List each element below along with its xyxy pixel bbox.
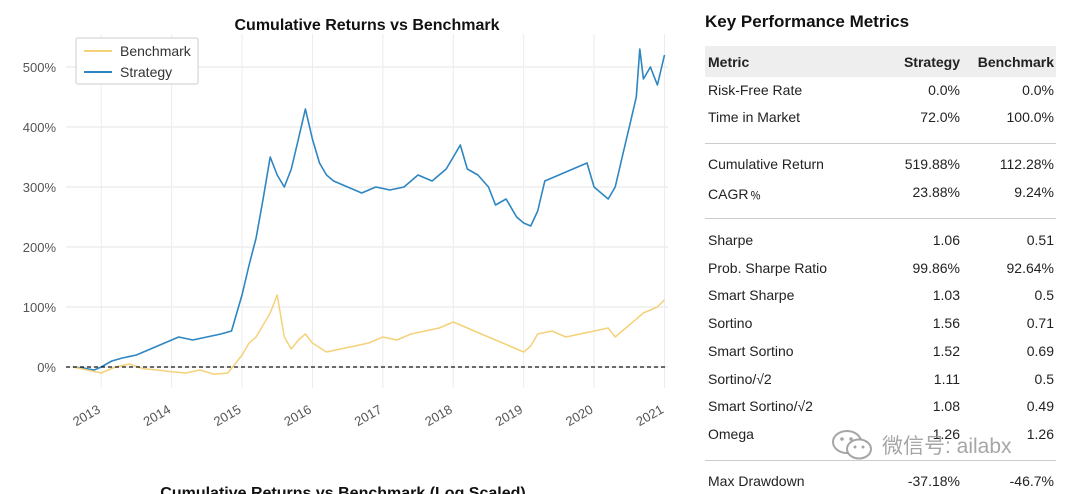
y-tick-label: 100% — [23, 300, 57, 315]
metric-benchmark: 0.5 — [1034, 287, 1054, 303]
metric-row: Omega 1.26 1.26 — [705, 422, 1056, 448]
metrics-header-row: Metric Strategy Benchmark — [705, 46, 1056, 77]
x-tick-label: 2020 — [563, 402, 596, 429]
metric-row: Prob. Sharpe Ratio 99.86% 92.64% — [705, 256, 1056, 282]
x-tick-label: 2017 — [352, 402, 385, 429]
wechat-icon — [832, 430, 872, 460]
legend-label: Benchmark — [120, 43, 192, 59]
metric-strategy: 1.03 — [932, 287, 960, 303]
metric-label: Smart Sharpe — [708, 287, 795, 303]
series-line-benchmark — [72, 294, 666, 375]
metrics-title: Key Performance Metrics — [705, 12, 910, 31]
header-strategy: Strategy — [903, 54, 960, 70]
metric-label: Omega — [708, 426, 754, 442]
x-tick-label: 2016 — [281, 402, 314, 429]
metric-row: Smart Sortino/√2 1.08 0.49 — [705, 394, 1056, 420]
metric-label: Time in Market — [708, 109, 801, 125]
metric-benchmark: 100.0% — [1006, 109, 1054, 125]
chart-title: Cumulative Returns vs Benchmark — [235, 17, 500, 34]
metric-benchmark: 0.51 — [1026, 232, 1054, 248]
x-tick-label: 2015 — [211, 402, 244, 429]
metric-row: CAGR﹪ 23.88% 9.24% — [705, 180, 1056, 206]
chart-svg: Cumulative Returns vs Benchmark 0% 100% 200… — [23, 17, 668, 494]
metric-group-divider — [705, 218, 1056, 219]
metric-benchmark: 0.5 — [1034, 371, 1054, 387]
metric-strategy: 1.52 — [932, 343, 960, 359]
metric-benchmark: 92.64% — [1006, 260, 1054, 276]
cumulative-returns-chart: Cumulative Returns vs Benchmark 0% 100% 200… — [23, 17, 668, 494]
x-tick-label: 2021 — [633, 402, 666, 429]
metric-row: Cumulative Return 519.88% 112.28% — [705, 152, 1056, 178]
metric-strategy: 0.0% — [928, 82, 960, 98]
key-metrics-panel: Key Performance Metrics Metric Strategy … — [705, 0, 1060, 494]
header-benchmark: Benchmark — [977, 54, 1054, 70]
x-tick-label: 2019 — [493, 402, 526, 429]
metric-strategy: 1.26 — [932, 426, 960, 442]
metric-benchmark: 0.49 — [1026, 398, 1054, 414]
metric-row: Sharpe 1.06 0.51 — [705, 228, 1056, 254]
metric-label: Sortino/√2 — [708, 371, 772, 387]
metric-row: Smart Sortino 1.52 0.69 — [705, 339, 1056, 365]
y-tick-label: 200% — [23, 240, 57, 255]
metric-strategy: 519.88% — [904, 156, 960, 172]
metric-benchmark: 0.71 — [1026, 315, 1054, 331]
metric-strategy: 1.56 — [932, 315, 960, 331]
legend-label: Strategy — [120, 64, 172, 80]
watermark: 微信号: ailabx — [830, 425, 1012, 465]
metric-label: Sharpe — [708, 232, 754, 248]
series-line-strategy — [72, 48, 666, 371]
y-tick-label: 500% — [23, 60, 57, 75]
x-tick-label: 2013 — [70, 402, 103, 429]
metric-strategy: 72.0% — [920, 109, 960, 125]
metric-group-divider — [705, 143, 1056, 144]
metric-label: CAGR﹪ — [708, 186, 763, 202]
metric-benchmark: 0.69 — [1026, 343, 1054, 359]
metric-label: Risk-Free Rate — [708, 82, 803, 98]
metric-row: Time in Market 72.0% 100.0% — [705, 105, 1056, 131]
metric-label: Sortino — [708, 315, 753, 331]
metric-strategy: 1.06 — [932, 232, 960, 248]
y-tick-label: 300% — [23, 180, 57, 195]
log-chart-title: Cumulative Returns vs Benchmark (Log Sca… — [160, 485, 525, 494]
metric-benchmark: 1.26 — [1026, 426, 1054, 442]
metric-label: Smart Sortino/√2 — [708, 398, 813, 414]
metric-row: Smart Sharpe 1.03 0.5 — [705, 283, 1056, 309]
metric-strategy: -37.18% — [907, 473, 960, 489]
x-tick-label: 2014 — [141, 402, 174, 429]
metric-benchmark: 0.0% — [1022, 82, 1054, 98]
y-tick-label: 400% — [23, 120, 57, 135]
metric-row: Max Drawdown -37.18% -46.7% — [705, 469, 1056, 494]
metric-label: Prob. Sharpe Ratio — [708, 260, 828, 276]
y-tick-label: 0% — [37, 360, 56, 375]
metric-row: Sortino/√2 1.11 0.5 — [705, 367, 1056, 393]
metric-label: Max Drawdown — [708, 473, 805, 489]
metric-benchmark: 112.28% — [999, 156, 1054, 172]
metric-benchmark: 9.24% — [1014, 184, 1054, 200]
metric-label: Cumulative Return — [708, 156, 824, 172]
metric-label: Smart Sortino — [708, 343, 794, 359]
watermark-text: 微信号: ailabx — [882, 435, 1012, 458]
header-metric: Metric — [708, 54, 750, 70]
metric-strategy: 1.08 — [932, 398, 960, 414]
metric-row: Risk-Free Rate 0.0% 0.0% — [705, 78, 1056, 104]
metric-benchmark: -46.7% — [1009, 473, 1054, 489]
metric-strategy: 1.11 — [933, 371, 960, 387]
metric-group-divider — [705, 460, 1056, 461]
x-tick-label: 2018 — [422, 402, 455, 429]
metric-row: Sortino 1.56 0.71 — [705, 311, 1056, 337]
metric-strategy: 23.88% — [912, 184, 960, 200]
metric-strategy: 99.86% — [912, 260, 960, 276]
